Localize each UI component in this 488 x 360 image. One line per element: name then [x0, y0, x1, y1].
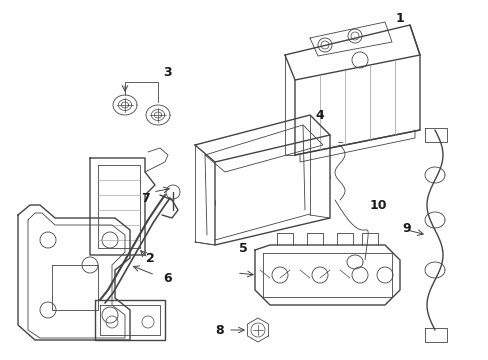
Text: 6: 6 [163, 271, 172, 284]
Text: 2: 2 [145, 252, 154, 265]
Text: 7: 7 [141, 192, 149, 204]
Text: 10: 10 [368, 198, 386, 212]
Text: 5: 5 [238, 242, 247, 255]
Text: 9: 9 [402, 221, 410, 234]
Text: 1: 1 [395, 12, 404, 24]
Text: 8: 8 [215, 324, 224, 337]
Text: 3: 3 [163, 66, 172, 78]
Text: 4: 4 [315, 108, 324, 122]
